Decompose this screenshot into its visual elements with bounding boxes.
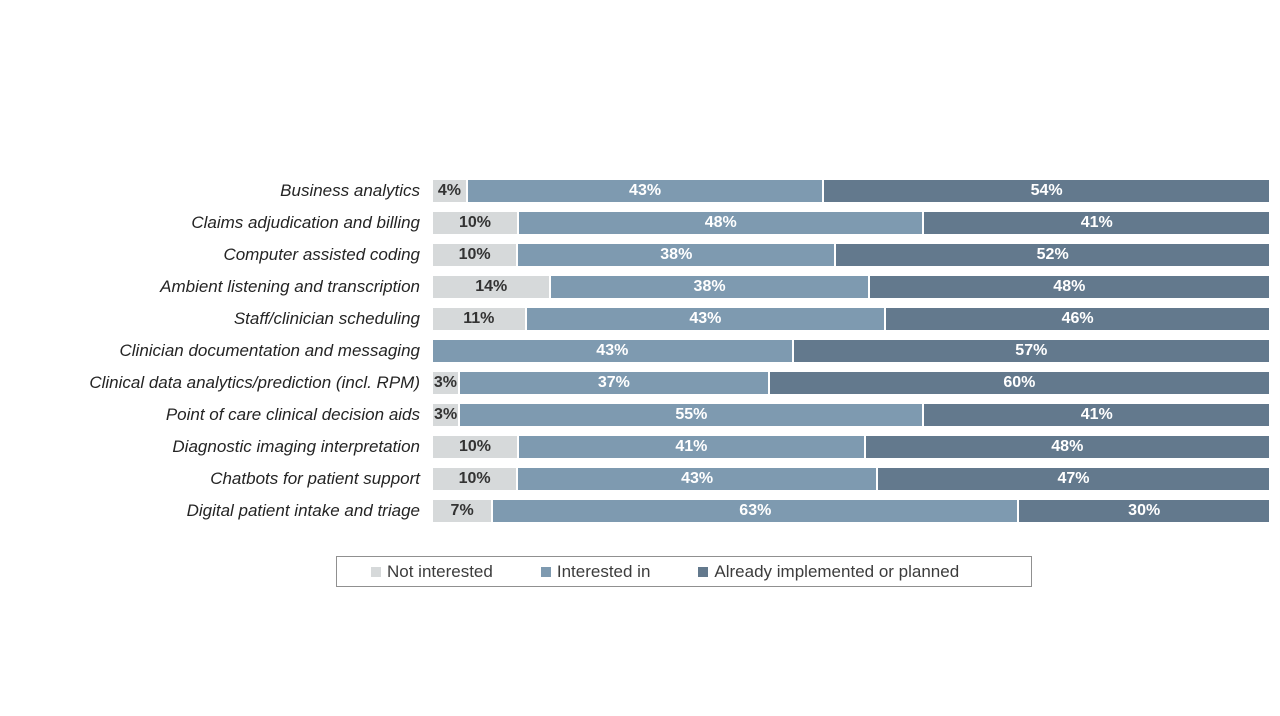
bar-stack: 10% 38% 52% — [433, 244, 1269, 266]
bar-segment-already-implemented-or-planned: 30% — [1019, 500, 1269, 522]
bar-segment-interested-in: 43% — [433, 340, 792, 362]
category-label: Clinical data analytics/prediction (incl… — [89, 373, 420, 392]
bar-segment-already-implemented-or-planned: 52% — [836, 244, 1269, 266]
category-label: Chatbots for patient support — [210, 469, 420, 488]
bar-segment-already-implemented-or-planned: 48% — [869, 276, 1269, 298]
chart-row-diagnostic-imaging-interpretation: Diagnostic imaging interpretation 10% 41% 4… — [0, 436, 1269, 458]
bar-segment-already-implemented-or-planned: 48% — [865, 436, 1269, 458]
category-label: Claims adjudication and billing — [191, 213, 420, 232]
bar-segment-not-interested: 10% — [433, 212, 518, 234]
bar-chart-rows: Business analytics 4% 43% 54% Claims adjudic… — [0, 180, 1270, 532]
legend-item-interested-in: Interested in — [540, 561, 651, 582]
chart-row-business-analytics: Business analytics 4% 43% 54% — [0, 180, 1269, 202]
chart-row-clinician-documentation-and-messaging: Clinician documentation and messaging 43%… — [0, 340, 1269, 362]
chart-legend: Not interested Interested in Already imple… — [336, 556, 1032, 587]
bar-stack: 10% 43% 47% — [433, 468, 1270, 490]
bar-segment-already-implemented-or-planned: 41% — [924, 212, 1269, 234]
bar-segment-interested-in: 63% — [493, 500, 1018, 522]
bar-segment-interested-in: 38% — [518, 244, 835, 266]
legend-swatch-icon — [540, 566, 551, 577]
category-label: Business analytics — [280, 181, 420, 200]
chart-row-computer-assisted-coding: Computer assisted coding 10% 38% 52% — [0, 244, 1269, 266]
bar-stack: 10% 48% 41% — [433, 212, 1269, 234]
category-label: Point of care clinical decision aids — [165, 405, 420, 424]
bar-stack: 10% 41% 48% — [433, 436, 1269, 458]
category-label: Staff/clinician scheduling — [233, 309, 420, 328]
bar-stack: 3% 37% 60% — [433, 372, 1269, 394]
bar-stack: 3% 55% 41% — [433, 404, 1269, 426]
bar-stack: 14% 38% 48% — [433, 276, 1269, 298]
chart-row-point-of-care-clinical-decision-aids: Point of care clinical decision aids 3% 55… — [0, 404, 1269, 426]
category-label: Digital patient intake and triage — [186, 501, 420, 520]
bar-segment-interested-in: 55% — [460, 404, 923, 426]
bar-stack: 43% 57% — [433, 340, 1269, 362]
bar-segment-interested-in: 43% — [526, 308, 885, 330]
bar-segment-interested-in: 37% — [459, 372, 768, 394]
chart-row-staff-clinician-scheduling: Staff/clinician scheduling 11% 43% 46% — [0, 308, 1269, 330]
chart-row-chatbots-for-patient-support: Chatbots for patient support 10% 43% 47% — [0, 468, 1270, 490]
bar-segment-not-interested: 4% — [433, 180, 466, 202]
bar-segment-not-interested: 3% — [433, 372, 458, 394]
legend-label: Not interested — [387, 561, 493, 581]
chart-row-clinical-data-analytics-prediction-incl-rpm: Clinical data analytics/prediction (incl… — [0, 372, 1269, 394]
bar-segment-already-implemented-or-planned: 57% — [793, 340, 1269, 362]
bar-segment-not-interested: 10% — [433, 468, 517, 490]
bar-segment-already-implemented-or-planned: 60% — [769, 372, 1269, 394]
bar-segment-already-implemented-or-planned: 54% — [824, 180, 1269, 202]
bar-segment-not-interested: 7% — [433, 500, 492, 522]
bar-segment-already-implemented-or-planned: 46% — [886, 308, 1269, 330]
bar-segment-interested-in: 43% — [518, 468, 876, 490]
chart-row-ambient-listening-and-transcription: Ambient listening and transcription 14% 38… — [0, 276, 1269, 298]
chart-row-digital-patient-intake-and-triage: Digital patient intake and triage 7% 63% 30… — [0, 500, 1269, 522]
legend-swatch-icon — [371, 566, 381, 577]
bar-stack: 11% 43% 46% — [433, 308, 1269, 330]
bar-segment-interested-in: 48% — [519, 212, 923, 234]
bar-segment-not-interested: 3% — [433, 404, 459, 426]
bar-segment-not-interested: 14% — [433, 276, 550, 298]
category-label: Ambient listening and transcription — [160, 277, 420, 296]
bar-segment-interested-in: 38% — [551, 276, 868, 298]
bar-segment-not-interested: 11% — [433, 308, 525, 330]
bar-segment-already-implemented-or-planned: 41% — [924, 404, 1269, 426]
category-label: Clinician documentation and messaging — [119, 341, 420, 360]
bar-segment-already-implemented-or-planned: 47% — [877, 468, 1270, 490]
bar-segment-interested-in: 43% — [467, 180, 823, 202]
legend-label: Interested in — [556, 561, 651, 581]
bar-stack: 4% 43% 54% — [433, 180, 1269, 202]
legend-swatch-icon — [698, 566, 709, 577]
category-label: Computer assisted coding — [223, 245, 420, 264]
chart-row-claims-adjudication-and-billing: Claims adjudication and billing 10% 48% 41% — [0, 212, 1269, 234]
legend-item-already-implemented-or-planned: Already implemented or planned — [698, 562, 959, 582]
legend-item-not-interested: Not interested — [371, 562, 493, 582]
bar-segment-not-interested: 10% — [433, 244, 517, 266]
category-label: Diagnostic imaging interpretation — [172, 437, 420, 456]
bar-stack: 7% 63% 30% — [433, 500, 1269, 522]
bar-segment-not-interested: 10% — [433, 436, 518, 458]
bar-segment-interested-in: 41% — [519, 436, 864, 458]
legend-label: Already implemented or planned — [714, 561, 960, 581]
